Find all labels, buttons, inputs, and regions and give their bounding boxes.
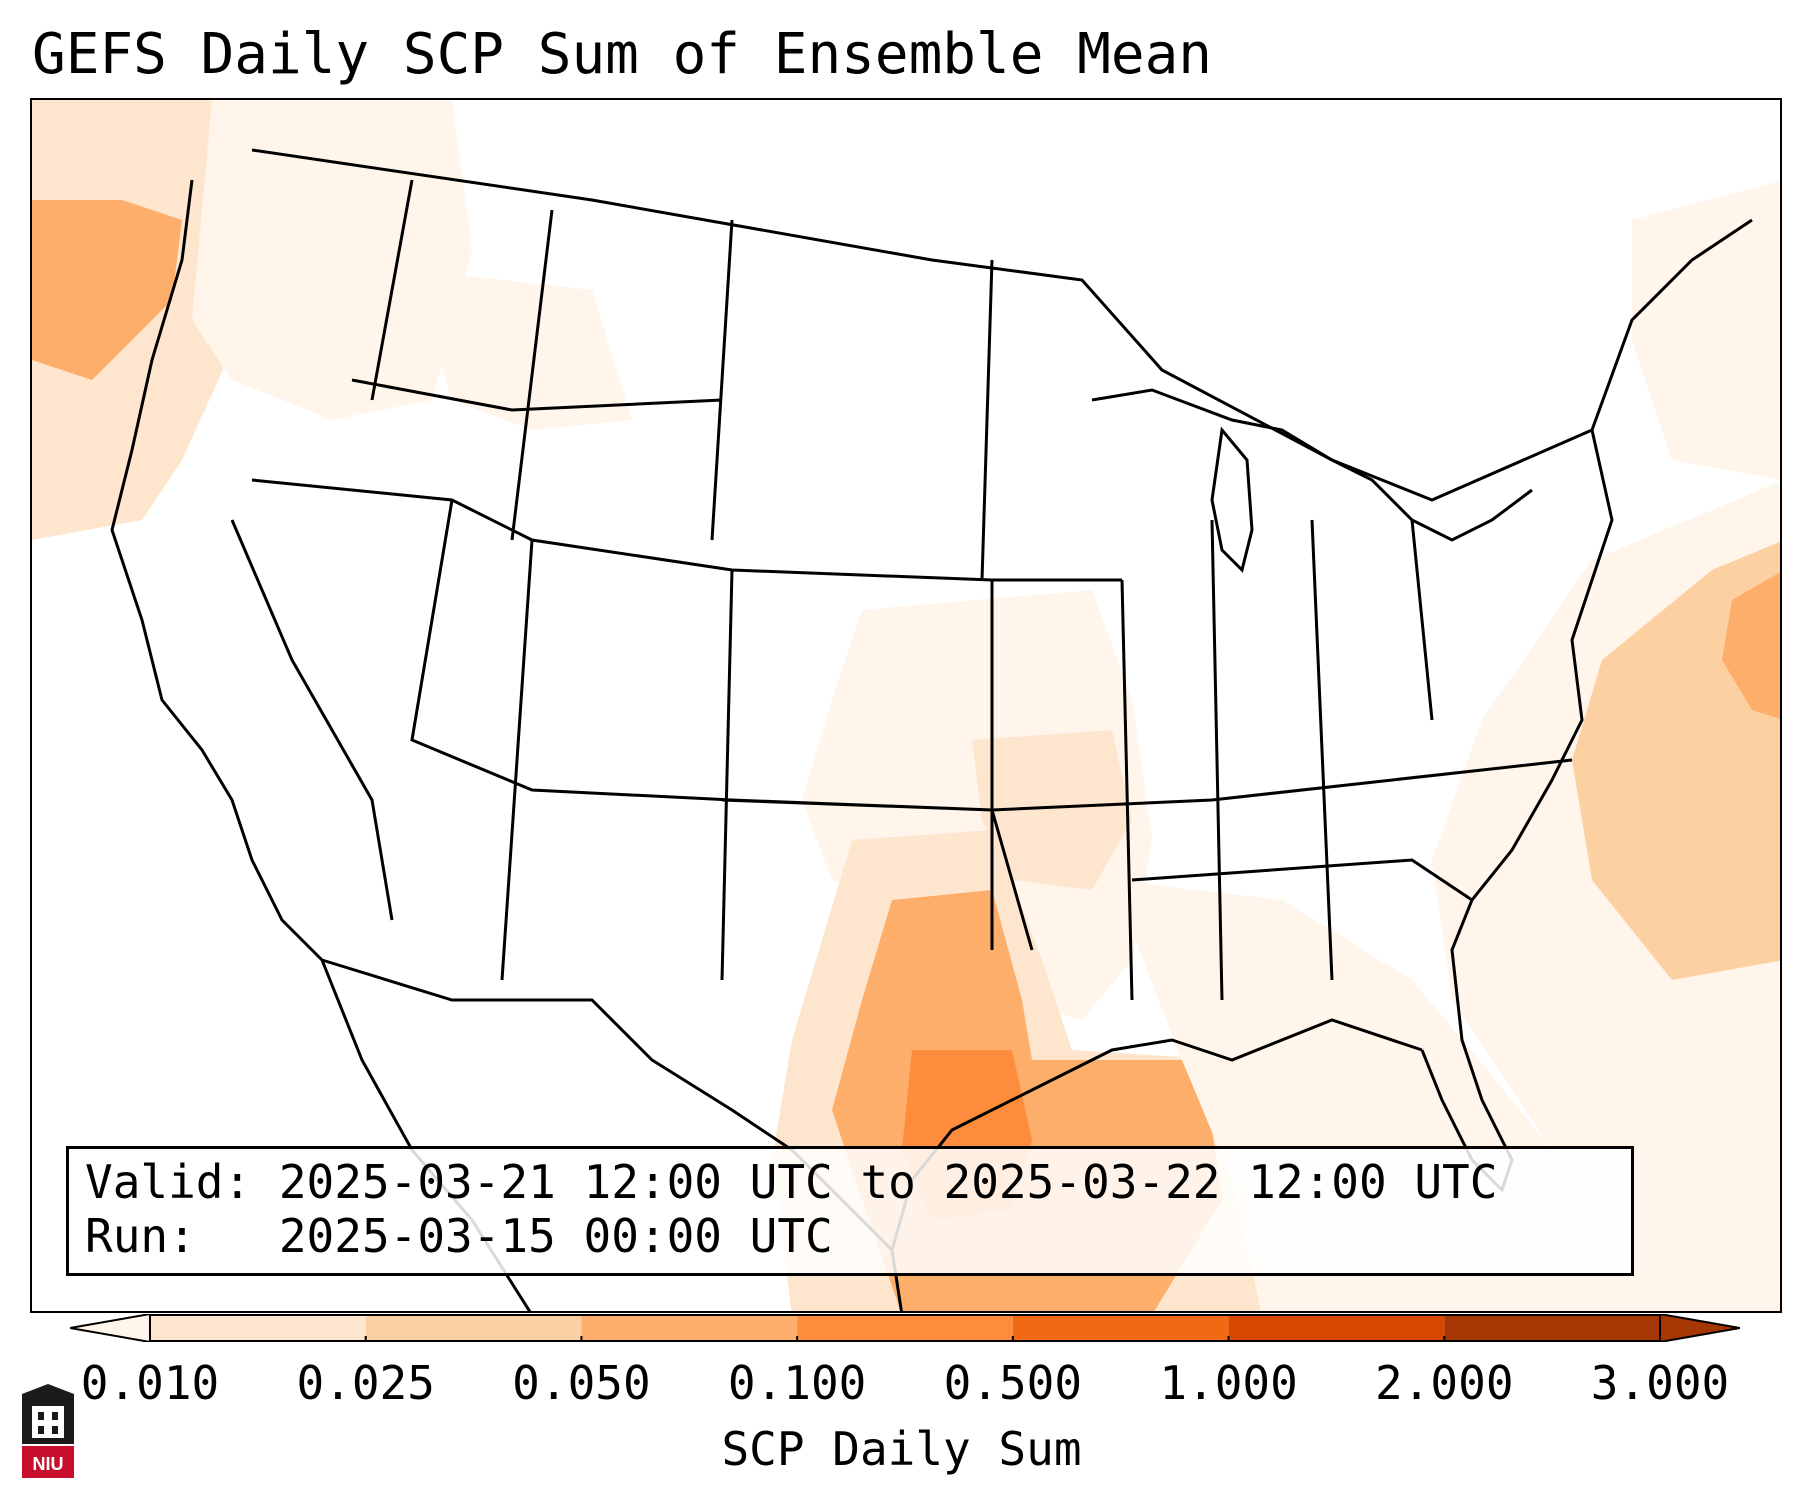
- colorbar-tick-label: 0.010: [80, 1356, 220, 1410]
- shading-atlantic-core: [1722, 572, 1780, 719]
- logo-text: NIU: [33, 1454, 64, 1474]
- map-svg: [32, 100, 1780, 1311]
- map-panel: [30, 98, 1782, 1313]
- colorbar-tick-label: 0.100: [727, 1356, 867, 1410]
- shading-arklatex: [972, 730, 1132, 890]
- colorbar-segment: [1012, 1314, 1229, 1342]
- colorbar-tick-label: 3.000: [1590, 1356, 1730, 1410]
- colorbar-tick-label: 1.000: [1159, 1356, 1298, 1410]
- colorbar-extend-high: [1659, 1314, 1740, 1342]
- shading-pacific-med: [32, 200, 182, 380]
- colorbar-extend-low: [70, 1314, 151, 1342]
- colorbar-segment: [1444, 1314, 1660, 1342]
- lake-michigan: [1210, 426, 1254, 573]
- state-lines: [230, 179, 1573, 1001]
- valid-line: Valid: 2025-03-21 12:00 UTC to 2025-03-2…: [85, 1155, 1498, 1209]
- map-title: GEFS Daily SCP Sum of Ensemble Mean: [32, 22, 1213, 87]
- colorbar: [70, 1314, 1740, 1342]
- shading-nw-inland-2: [412, 270, 632, 430]
- niu-logo: NIU: [22, 1384, 74, 1478]
- shading-nw-inland: [192, 100, 472, 420]
- colorbar-tick-label: 0.500: [943, 1356, 1083, 1410]
- run-line: Run: 2025-03-15 00:00 UTC: [85, 1209, 833, 1263]
- great-lakes: [1091, 388, 1533, 542]
- colorbar-label: SCP Daily Sum: [721, 1422, 1082, 1476]
- colorbar-segment: [365, 1314, 582, 1342]
- colorbar-segment: [1228, 1314, 1445, 1342]
- colorbar-tick-label: 0.025: [296, 1356, 435, 1410]
- colorbar-segment: [581, 1314, 798, 1342]
- valid-info-box: Valid: 2025-03-21 12:00 UTC to 2025-03-2…: [66, 1146, 1634, 1276]
- shading-plains-light: [802, 590, 1152, 1020]
- shading-northeast-light: [1632, 181, 1780, 480]
- scp-shading: [32, 100, 1780, 1311]
- colorbar-tick-label: 2.000: [1375, 1356, 1514, 1410]
- colorbar-segment: [797, 1314, 1013, 1342]
- west-coast: [110, 179, 324, 962]
- colorbar-segment: [150, 1314, 366, 1342]
- colorbar-outline: [149, 1314, 1661, 1342]
- colorbar-tick-label: 0.050: [512, 1356, 651, 1410]
